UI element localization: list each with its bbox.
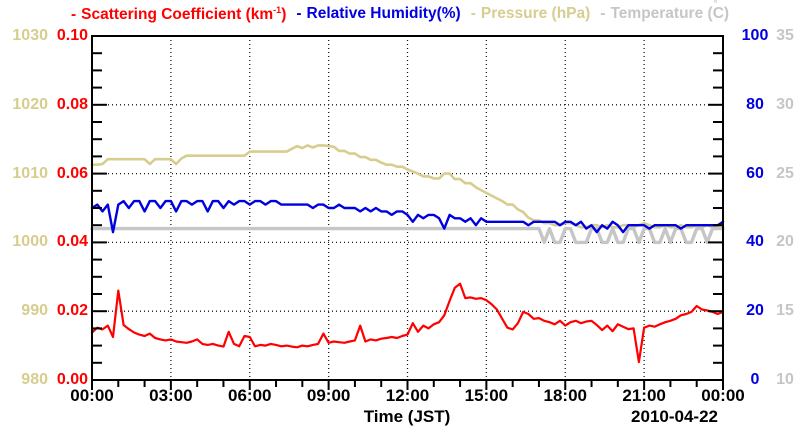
ytick-humidity: 0 [750, 371, 760, 388]
series-line-scattering [90, 282, 725, 364]
series-line-humidity [90, 199, 725, 234]
xtick-time: 00:00 [70, 386, 114, 405]
ytick-pressure: 1020 [12, 95, 48, 113]
legend-dash-humidity: - [296, 5, 302, 22]
legend-label-temperature-close: C) [712, 5, 730, 22]
legend-item-temperature: - Temperature (° C) [600, 0, 730, 23]
legend-item-humidity: - Relative Humidity(%) [296, 5, 460, 23]
xtick-time: 21:00 [622, 386, 666, 405]
plot-frame [91, 35, 724, 381]
ytick-scattering: 0.04 [56, 233, 88, 251]
ytick-humidity: 100 [741, 27, 769, 44]
series-line-pressure [90, 144, 725, 229]
degree-icon: ° [713, 0, 718, 8]
ytick-temperature: 10 [776, 371, 794, 388]
legend-label-temperature: Temperature ( [610, 5, 713, 22]
degree-over-c: ° C) [712, 0, 730, 23]
chart-legend: - Scattering Coefficient (km-1) - Relative… [0, 0, 800, 27]
ytick-scattering: 0.00 [56, 371, 88, 388]
ytick-scattering: 0.06 [56, 164, 88, 182]
ytick-temperature: 25 [776, 164, 794, 182]
legend-item-pressure: - Pressure (hPa) [471, 5, 591, 23]
ytick-temperature: 20 [776, 233, 794, 251]
xtick-time: 12:00 [385, 386, 430, 405]
date-label: 2010-04-22 [631, 407, 718, 426]
ytick-pressure: 1000 [12, 233, 48, 251]
ytick-pressure: 980 [21, 371, 48, 388]
legend-dash-scattering: - [70, 6, 77, 24]
xtick-time: 00:00 [701, 386, 745, 405]
ytick-scattering: 0.02 [56, 302, 88, 320]
ytick-scattering: 0.10 [56, 27, 88, 44]
humidity-axis-labels: 100 80 60 40 20 0 [733, 0, 777, 434]
ytick-pressure: 1030 [12, 27, 48, 44]
xtick-time: 06:00 [228, 386, 272, 405]
ytick-scattering: 0.08 [56, 95, 88, 113]
legend-superscript: -1 [273, 5, 282, 15]
ytick-pressure: 990 [21, 302, 48, 320]
pressure-axis-labels: 1030 1020 1010 1000 990 980 [2, 0, 48, 434]
time-axis-labels: 00:00 03:00 06:00 09:00 12:00 15:00 18:00 21:00… [0, 386, 800, 406]
ytick-humidity: 60 [746, 164, 764, 182]
legend-label-humidity: Relative Humidity(%) [306, 5, 461, 22]
ytick-humidity: 20 [746, 302, 764, 320]
legend-label-scattering-close: ) [281, 6, 287, 24]
time-axis-title: Time (JST) [363, 407, 451, 426]
legend-label-pressure: Pressure (hPa) [480, 5, 591, 22]
xtick-time: 03:00 [149, 386, 193, 405]
series-line-temperature [90, 226, 725, 245]
ytick-temperature: 30 [776, 95, 794, 113]
xtick-time: 15:00 [464, 386, 509, 405]
ytick-temperature: 15 [776, 302, 794, 320]
legend-dash-temperature: - [600, 5, 606, 22]
temperature-axis-labels: 35 30 25 20 15 10 [769, 0, 800, 434]
legend-label-scattering: Scattering Coefficient (km [81, 6, 274, 24]
ytick-humidity: 40 [746, 233, 764, 251]
ytick-pressure: 1010 [12, 164, 48, 182]
ytick-temperature: 35 [776, 27, 794, 44]
legend-dash-pressure: - [470, 5, 476, 22]
xtick-time: 18:00 [543, 386, 587, 405]
legend-item-scattering: - Scattering Coefficient (km-1) [71, 5, 286, 24]
xtick-time: 09:00 [306, 386, 351, 405]
scattering-axis-labels: 0.10 0.08 0.06 0.04 0.02 0.00 [50, 0, 88, 434]
ytick-humidity: 80 [746, 95, 764, 113]
